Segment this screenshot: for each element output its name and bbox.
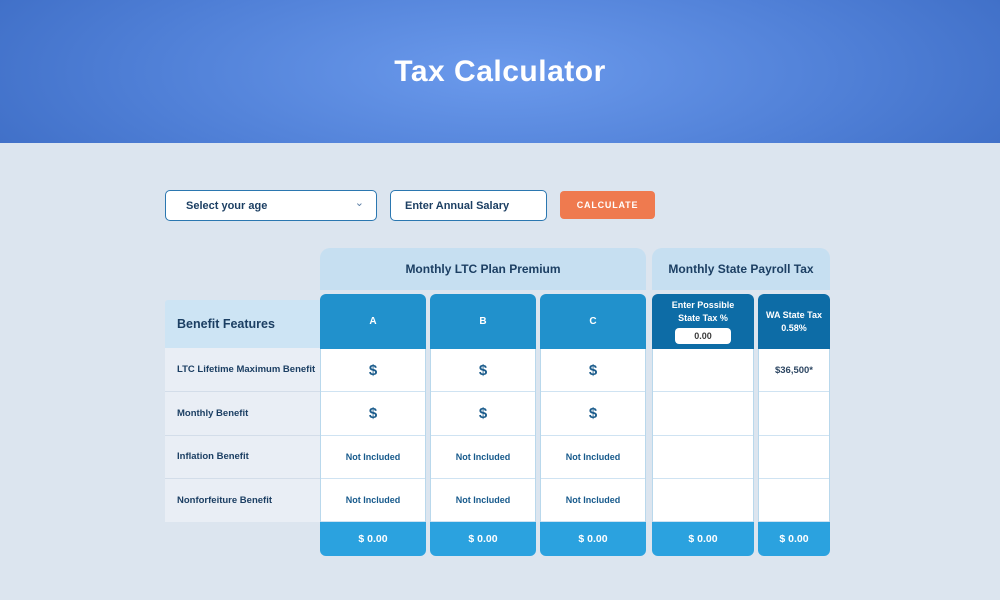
- group-header-ltc-premium: Monthly LTC Plan Premium: [320, 248, 646, 290]
- group-header-state-label: Monthly State Payroll Tax: [668, 262, 814, 276]
- salary-input[interactable]: [390, 190, 547, 221]
- cell-c-monthly: $: [541, 392, 645, 436]
- row-label-monthly-benefit: Monthly Benefit: [165, 392, 320, 436]
- group-header-ltc-label: Monthly LTC Plan Premium: [405, 262, 561, 276]
- wa-state-tax-header-line2: 0.58%: [781, 322, 807, 333]
- wa-state-tax-header-line1: WA State Tax: [765, 309, 822, 320]
- state-tax-percent-input[interactable]: [675, 328, 731, 345]
- row-label-ltc-lifetime: LTC Lifetime Maximum Benefit: [165, 348, 320, 392]
- row-label-inflation-benefit: Inflation Benefit: [165, 436, 320, 480]
- cell-c-inflation: Not Included: [541, 436, 645, 479]
- cell-a-ltc-lifetime: $: [321, 349, 425, 393]
- row-label-nonforfeiture-benefit: Nonforfeiture Benefit: [177, 495, 272, 507]
- column-c-total: $ 0.00: [540, 522, 646, 556]
- cell-statetax-ltc-lifetime: [653, 349, 753, 393]
- state-tax-input-header: Enter Possible State Tax %: [652, 294, 754, 349]
- wa-state-tax-column: WA State Tax 0.58% $36,500* $ 0.00: [758, 294, 830, 556]
- state-tax-input-column: Enter Possible State Tax % $ 0.00: [652, 294, 754, 556]
- cell-wa-inflation: [759, 436, 829, 479]
- chevron-down-icon: ⌄: [354, 197, 364, 209]
- plan-column-c: C $ $ Not Included Not Included $ 0.00: [540, 294, 646, 556]
- benefits-table: Monthly LTC Plan Premium Monthly State P…: [165, 248, 830, 556]
- cell-wa-ltc-lifetime: $36,500*: [759, 349, 829, 393]
- column-b-body: $ $ Not Included Not Included: [430, 349, 536, 522]
- state-tax-input-total: $ 0.00: [652, 522, 754, 556]
- cell-b-ltc-lifetime: $: [431, 349, 535, 393]
- cell-a-inflation: Not Included: [321, 436, 425, 479]
- age-select[interactable]: Select your age ⌄: [165, 190, 377, 221]
- cell-a-nonforfeiture: Not Included: [321, 479, 425, 522]
- group-header-state-payroll: Monthly State Payroll Tax: [652, 248, 830, 290]
- cell-b-nonforfeiture: Not Included: [431, 479, 535, 522]
- cell-wa-monthly: [759, 392, 829, 436]
- age-select-label: Select your age: [186, 199, 268, 212]
- column-a-total: $ 0.00: [320, 522, 426, 556]
- wa-state-tax-body: $36,500*: [758, 349, 830, 522]
- cell-statetax-inflation: [653, 436, 753, 479]
- column-header-a: A: [320, 294, 426, 349]
- column-header-c: C: [540, 294, 646, 349]
- wa-state-tax-total: $ 0.00: [758, 522, 830, 556]
- header-banner: Tax Calculator: [0, 0, 1000, 143]
- state-tax-input-body: [652, 349, 754, 522]
- calculate-button[interactable]: CALCULATE: [560, 191, 655, 219]
- state-tax-header-line2: State Tax %: [678, 312, 728, 323]
- plan-column-b: B $ $ Not Included Not Included $ 0.00: [430, 294, 536, 556]
- cell-statetax-monthly: [653, 392, 753, 436]
- cell-c-ltc-lifetime: $: [541, 349, 645, 393]
- column-a-body: $ $ Not Included Not Included: [320, 349, 426, 522]
- cell-b-monthly: $: [431, 392, 535, 436]
- cell-c-nonforfeiture: Not Included: [541, 479, 645, 522]
- state-tax-header-line1: Enter Possible: [671, 299, 735, 310]
- page-title: Tax Calculator: [394, 54, 606, 88]
- plan-column-a: A $ $ Not Included Not Included $ 0.00: [320, 294, 426, 556]
- cell-wa-nonforfeiture: [759, 479, 829, 522]
- column-header-b: B: [430, 294, 536, 349]
- cell-a-monthly: $: [321, 392, 425, 436]
- wa-state-tax-header: WA State Tax 0.58%: [758, 294, 830, 349]
- column-c-body: $ $ Not Included Not Included: [540, 349, 646, 522]
- benefit-features-header: Benefit Features: [165, 300, 320, 348]
- column-b-total: $ 0.00: [430, 522, 536, 556]
- cell-b-inflation: Not Included: [431, 436, 535, 479]
- benefit-features-rows: LTC Lifetime Maximum Benefit Monthly Ben…: [165, 348, 320, 522]
- cell-statetax-nonforfeiture: [653, 479, 753, 522]
